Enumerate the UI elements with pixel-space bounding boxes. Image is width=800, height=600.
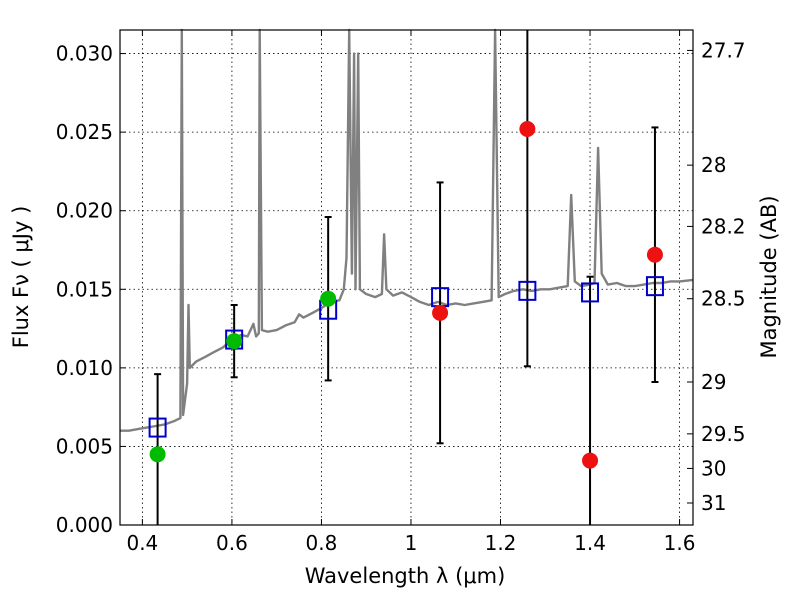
- grid: [120, 30, 693, 526]
- x-tick-label: 1.4: [574, 531, 606, 555]
- right-tick-label: 29: [701, 370, 726, 394]
- red-data-point: [519, 121, 536, 137]
- x-tick-label: 0.6: [216, 531, 248, 555]
- y-tick-label: 0.000: [56, 513, 113, 537]
- data-markers: [148, 121, 664, 469]
- y-tick-label: 0.015: [56, 277, 113, 301]
- x-tick-label: 0.8: [306, 531, 338, 555]
- x-tick-label: 1.2: [485, 531, 517, 555]
- y-tick-label: 0.010: [56, 356, 113, 380]
- model-square-marker: [581, 282, 600, 303]
- red-data-point: [432, 304, 449, 321]
- model-square-marker: [148, 417, 167, 438]
- right-axis-label: Magnitude (AB): [757, 195, 781, 358]
- error-bars: [154, 30, 659, 525]
- x-tick-label: 1: [405, 531, 418, 555]
- plot-frame: [119, 29, 694, 526]
- right-tick-label: 28.2: [701, 214, 746, 238]
- right-tick-label: 29.5: [701, 422, 746, 446]
- spectrum-layer: [120, 28, 694, 432]
- right-tick-label: 31: [701, 491, 726, 515]
- green-data-point: [226, 333, 243, 350]
- right-tick-label: 27.7: [701, 38, 746, 62]
- x-axis-label: Wavelength λ (μm): [305, 564, 506, 588]
- y-tick-label: 0.030: [56, 42, 113, 66]
- green-data-point: [320, 290, 337, 307]
- x-tick-label: 0.4: [126, 531, 158, 555]
- red-data-point: [582, 452, 599, 469]
- ticks: 0.4 0.6 0.8 1 1.2 1.4 1.6 0.000 0.005 0.010 0.015 0…: [56, 30, 746, 555]
- y-tick-label: 0.025: [56, 120, 113, 144]
- y-tick-label: 0.005: [56, 434, 113, 458]
- spectrum-line: [120, 28, 694, 432]
- model-square-marker: [645, 276, 664, 297]
- y-tick-label: 0.020: [56, 199, 113, 223]
- red-data-point: [646, 246, 663, 263]
- right-tick-label: 28.5: [701, 287, 746, 311]
- y-axis-label: Flux Fν ( μJy ): [9, 206, 33, 349]
- green-data-point: [149, 446, 166, 463]
- right-tick-label: 30: [701, 456, 726, 480]
- model-square-marker: [518, 280, 537, 301]
- right-tick-label: 28: [701, 153, 726, 177]
- x-tick-label: 1.6: [664, 531, 696, 555]
